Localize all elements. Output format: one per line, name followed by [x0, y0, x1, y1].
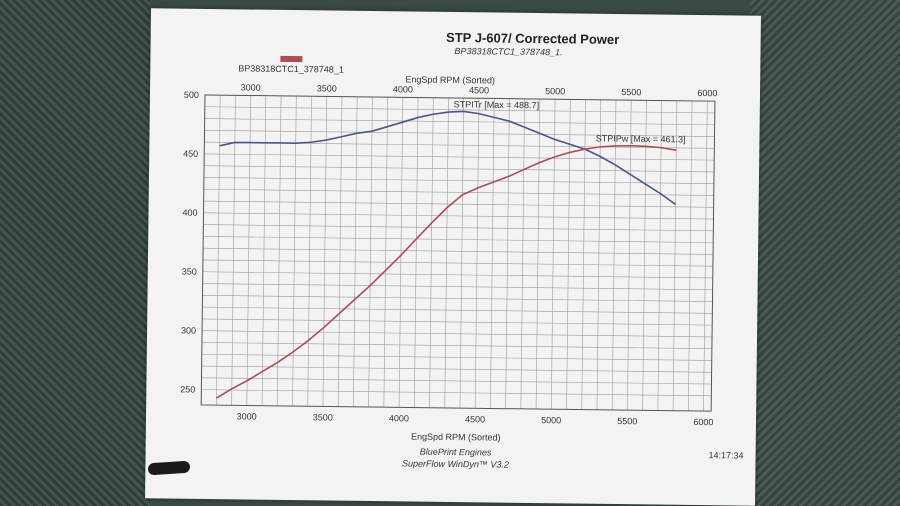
y-tick-label: 400: [182, 208, 197, 218]
grid-line-y: [202, 271, 713, 279]
x-tick-label-bottom: 3500: [313, 412, 333, 422]
x-tick-label-top: 3000: [241, 82, 261, 92]
series-annotations: STPITr [Max = 488.7] STPIPw [Max = 461.3]: [454, 99, 686, 144]
grid-line-y: [201, 389, 712, 397]
grid-line-x: [596, 99, 602, 410]
grid-line-y: [203, 188, 714, 196]
grid-line-y: [202, 318, 713, 326]
grid-line-y: [202, 283, 713, 291]
x-tick-label-top: 4000: [393, 84, 413, 94]
grid-line-x: [459, 98, 465, 409]
grid-line-x: [353, 96, 358, 407]
grid-line-x: [642, 100, 647, 411]
grid-line-x: [657, 100, 662, 411]
grid-line-y: [202, 295, 713, 302]
printout-paper: STP J-607/ Corrected Power BP38318CTC1_3…: [145, 8, 761, 506]
grid-line-x: [368, 96, 373, 407]
grid-line-x: [672, 100, 678, 411]
grid-line-x: [322, 96, 328, 407]
grid-line-y: [204, 153, 715, 161]
grid-line-x: [231, 95, 236, 406]
grid-line-x: [444, 97, 449, 408]
grid-line-y: [203, 177, 714, 184]
y-tick-label: 250: [180, 384, 195, 394]
x-tick-label-bottom: 6000: [693, 417, 713, 427]
grid-line-x: [413, 97, 419, 408]
grid-line-x: [581, 99, 586, 410]
footer-company: BluePrint Engines: [420, 447, 492, 458]
grid-line-y: [202, 259, 713, 267]
grid-line-x: [490, 98, 495, 409]
x-tick-label-bottom: 3000: [237, 411, 257, 421]
chart-title: STP J-607/ Corrected Power: [446, 30, 619, 47]
grid-line-x: [535, 99, 541, 410]
x-tick-label-top: 4500: [469, 85, 489, 95]
plot-frame: [200, 94, 716, 412]
grid-line-x: [292, 96, 297, 407]
chart-subtitle: BP38318CTC1_378748_1.: [454, 46, 562, 57]
legend-swatch: [280, 55, 303, 63]
grid-line-x: [398, 97, 404, 408]
y-tick-label: 500: [184, 90, 199, 100]
x-tick-label-bottom: 4000: [389, 413, 409, 423]
grid-line-y: [204, 118, 715, 126]
grid-line-y: [201, 377, 712, 385]
x-tick-label-bottom: 5500: [617, 416, 637, 426]
grid-line-x: [550, 99, 556, 410]
series-max-annotation: STPITr [Max = 488.7]: [454, 99, 540, 110]
grid-line-x: [703, 101, 708, 412]
grid-line-y: [201, 342, 712, 349]
grid-line-x: [261, 95, 267, 406]
dyno-chart: STP J-607/ Corrected Power BP38318CTC1_3…: [180, 30, 743, 470]
series-line-1: [219, 110, 677, 206]
footer-time: 14:17:34: [708, 450, 743, 460]
grid-line-y: [203, 200, 714, 208]
grid-line-y: [201, 353, 712, 361]
grid: [201, 94, 715, 412]
grid-line-x: [429, 97, 434, 408]
grid-line-x: [688, 100, 693, 411]
background-left: [0, 0, 150, 506]
x-tick-label-top: 5000: [545, 86, 565, 96]
y-tick-label: 350: [182, 266, 197, 276]
grid-line-x: [520, 98, 525, 409]
grid-line-x: [276, 95, 282, 406]
grid-line-y: [202, 330, 713, 338]
background-right: [750, 0, 900, 506]
grid-line-x: [307, 96, 312, 407]
axis-ticks: 3000 3000 3500 3500 4000 4000 4500 4500 5000 5000…: [180, 82, 717, 427]
grid-line-y: [203, 247, 714, 255]
series-line-2: [216, 144, 677, 399]
grid-line-y: [204, 165, 715, 173]
x-axis-label-bottom: EngSpd RPM (Sorted): [411, 432, 501, 443]
grid-line-x: [627, 100, 632, 411]
grid-line-y: [204, 106, 715, 114]
grid-line-x: [216, 95, 221, 406]
series-max-annotation: STPIPw [Max = 461.3]: [596, 133, 686, 144]
series-lines: [216, 110, 677, 399]
grid-line-x: [505, 98, 510, 409]
grid-line-y: [201, 365, 712, 373]
x-axis-label-top: EngSpd RPM (Sorted): [405, 74, 495, 85]
x-tick-label-bottom: 5000: [541, 415, 561, 425]
grid-line-x: [474, 98, 480, 409]
grid-line-y: [203, 236, 714, 243]
grid-line-y: [204, 130, 715, 137]
grid-line-x: [566, 99, 571, 410]
x-tick-label-bottom: 4500: [465, 414, 485, 424]
grid-line-y: [202, 306, 713, 314]
grid-line-y: [203, 212, 714, 220]
x-tick-label-top: 5500: [621, 87, 641, 97]
grid-line-y: [203, 224, 714, 232]
legend-label: BP38318CTC1_378748_1: [238, 63, 344, 74]
grid-line-x: [337, 96, 343, 407]
x-tick-label-top: 3500: [317, 83, 337, 93]
grid-line-x: [611, 99, 617, 410]
grid-line-x: [246, 95, 251, 406]
y-tick-label: 450: [183, 149, 198, 159]
grid-line-x: [383, 97, 388, 408]
footer-software: SuperFlow WinDyn™ V3.2: [402, 458, 509, 469]
y-tick-label: 300: [181, 325, 196, 335]
x-tick-label-top: 6000: [697, 88, 717, 98]
